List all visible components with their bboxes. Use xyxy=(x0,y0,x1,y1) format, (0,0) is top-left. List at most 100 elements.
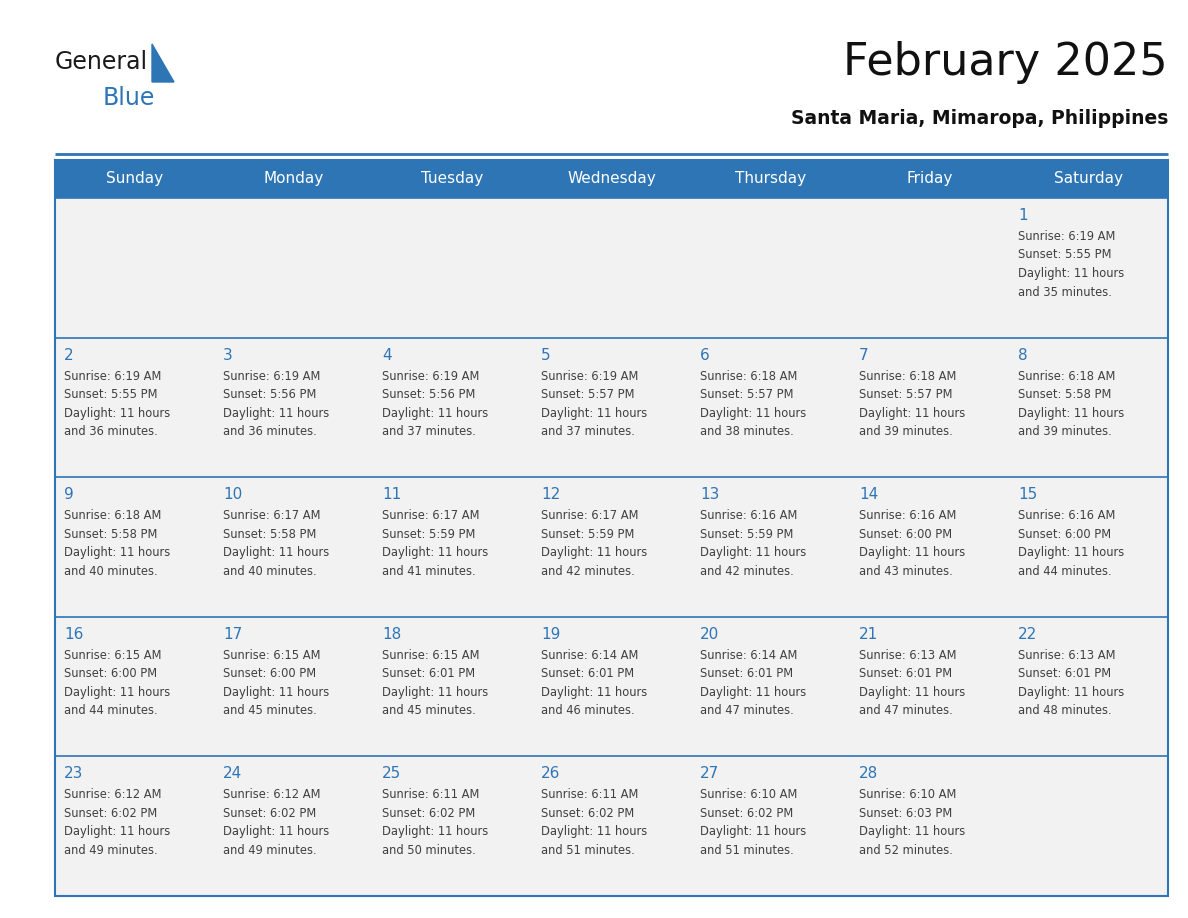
Text: Sunrise: 6:18 AM: Sunrise: 6:18 AM xyxy=(700,370,797,383)
Text: Sunset: 6:01 PM: Sunset: 6:01 PM xyxy=(383,667,475,680)
Text: Sunset: 6:02 PM: Sunset: 6:02 PM xyxy=(64,807,157,820)
Text: Sunset: 5:58 PM: Sunset: 5:58 PM xyxy=(223,528,316,541)
Text: 1: 1 xyxy=(1018,208,1028,223)
Text: Daylight: 11 hours: Daylight: 11 hours xyxy=(1018,546,1124,559)
Text: 19: 19 xyxy=(541,627,561,642)
Text: Sunset: 6:01 PM: Sunset: 6:01 PM xyxy=(700,667,794,680)
Text: 28: 28 xyxy=(859,767,878,781)
Text: Sunrise: 6:17 AM: Sunrise: 6:17 AM xyxy=(541,509,638,522)
Text: and 47 minutes.: and 47 minutes. xyxy=(859,704,953,717)
Text: 2: 2 xyxy=(64,348,74,363)
Text: Sunset: 6:02 PM: Sunset: 6:02 PM xyxy=(223,807,316,820)
Text: 13: 13 xyxy=(700,487,720,502)
Text: and 51 minutes.: and 51 minutes. xyxy=(541,844,634,856)
Text: 20: 20 xyxy=(700,627,719,642)
Text: Tuesday: Tuesday xyxy=(422,172,484,186)
Text: 6: 6 xyxy=(700,348,709,363)
Text: Sunset: 5:59 PM: Sunset: 5:59 PM xyxy=(383,528,475,541)
Text: and 45 minutes.: and 45 minutes. xyxy=(223,704,317,717)
Text: 3: 3 xyxy=(223,348,233,363)
Text: Sunrise: 6:15 AM: Sunrise: 6:15 AM xyxy=(223,649,321,662)
Text: Sunrise: 6:19 AM: Sunrise: 6:19 AM xyxy=(223,370,321,383)
Text: and 51 minutes.: and 51 minutes. xyxy=(700,844,794,856)
Text: Sunrise: 6:14 AM: Sunrise: 6:14 AM xyxy=(700,649,797,662)
Text: February 2025: February 2025 xyxy=(843,40,1168,84)
Text: 10: 10 xyxy=(223,487,242,502)
Polygon shape xyxy=(152,44,173,82)
Text: Sunrise: 6:10 AM: Sunrise: 6:10 AM xyxy=(859,789,956,801)
Text: Sunset: 5:56 PM: Sunset: 5:56 PM xyxy=(223,388,316,401)
Text: Thursday: Thursday xyxy=(735,172,807,186)
Text: Daylight: 11 hours: Daylight: 11 hours xyxy=(541,546,647,559)
Text: Sunrise: 6:10 AM: Sunrise: 6:10 AM xyxy=(700,789,797,801)
Text: Daylight: 11 hours: Daylight: 11 hours xyxy=(1018,686,1124,699)
Text: and 48 minutes.: and 48 minutes. xyxy=(1018,704,1112,717)
Text: Sunrise: 6:19 AM: Sunrise: 6:19 AM xyxy=(1018,230,1116,243)
Text: and 42 minutes.: and 42 minutes. xyxy=(541,565,634,577)
Text: Daylight: 11 hours: Daylight: 11 hours xyxy=(1018,267,1124,280)
Text: 24: 24 xyxy=(223,767,242,781)
Text: Sunrise: 6:16 AM: Sunrise: 6:16 AM xyxy=(700,509,797,522)
Text: 4: 4 xyxy=(383,348,392,363)
Text: Sunset: 6:00 PM: Sunset: 6:00 PM xyxy=(1018,528,1111,541)
Text: Sunrise: 6:19 AM: Sunrise: 6:19 AM xyxy=(541,370,638,383)
Text: Daylight: 11 hours: Daylight: 11 hours xyxy=(223,407,329,420)
Text: and 41 minutes.: and 41 minutes. xyxy=(383,565,475,577)
Text: Sunset: 5:57 PM: Sunset: 5:57 PM xyxy=(541,388,634,401)
Text: Sunset: 6:02 PM: Sunset: 6:02 PM xyxy=(541,807,634,820)
Bar xyxy=(55,160,1168,198)
Text: Daylight: 11 hours: Daylight: 11 hours xyxy=(64,407,170,420)
Text: and 37 minutes.: and 37 minutes. xyxy=(383,425,476,438)
Text: Sunrise: 6:12 AM: Sunrise: 6:12 AM xyxy=(64,789,162,801)
Text: and 35 minutes.: and 35 minutes. xyxy=(1018,285,1112,298)
Text: and 52 minutes.: and 52 minutes. xyxy=(859,844,953,856)
Text: Daylight: 11 hours: Daylight: 11 hours xyxy=(64,546,170,559)
Text: and 47 minutes.: and 47 minutes. xyxy=(700,704,794,717)
Text: Blue: Blue xyxy=(103,86,156,110)
Text: and 44 minutes.: and 44 minutes. xyxy=(64,704,158,717)
Text: and 43 minutes.: and 43 minutes. xyxy=(859,565,953,577)
Text: Sunrise: 6:15 AM: Sunrise: 6:15 AM xyxy=(64,649,162,662)
Text: Wednesday: Wednesday xyxy=(567,172,656,186)
Text: Daylight: 11 hours: Daylight: 11 hours xyxy=(541,825,647,838)
Text: 15: 15 xyxy=(1018,487,1037,502)
Text: Sunrise: 6:15 AM: Sunrise: 6:15 AM xyxy=(383,649,480,662)
Text: Daylight: 11 hours: Daylight: 11 hours xyxy=(1018,407,1124,420)
Text: 11: 11 xyxy=(383,487,402,502)
Text: Sunset: 6:01 PM: Sunset: 6:01 PM xyxy=(541,667,634,680)
Text: Sunset: 5:56 PM: Sunset: 5:56 PM xyxy=(383,388,475,401)
Text: Sunrise: 6:17 AM: Sunrise: 6:17 AM xyxy=(383,509,480,522)
Text: Daylight: 11 hours: Daylight: 11 hours xyxy=(383,546,488,559)
Text: Daylight: 11 hours: Daylight: 11 hours xyxy=(700,407,807,420)
Text: Sunrise: 6:18 AM: Sunrise: 6:18 AM xyxy=(859,370,956,383)
Text: Daylight: 11 hours: Daylight: 11 hours xyxy=(700,686,807,699)
Text: and 36 minutes.: and 36 minutes. xyxy=(64,425,158,438)
Text: Saturday: Saturday xyxy=(1054,172,1123,186)
Text: 25: 25 xyxy=(383,767,402,781)
Text: 8: 8 xyxy=(1018,348,1028,363)
Bar xyxy=(55,338,1168,477)
Text: and 36 minutes.: and 36 minutes. xyxy=(223,425,317,438)
Text: Daylight: 11 hours: Daylight: 11 hours xyxy=(700,825,807,838)
Text: Daylight: 11 hours: Daylight: 11 hours xyxy=(223,546,329,559)
Text: Daylight: 11 hours: Daylight: 11 hours xyxy=(859,825,965,838)
Text: Sunset: 6:00 PM: Sunset: 6:00 PM xyxy=(64,667,157,680)
Text: Daylight: 11 hours: Daylight: 11 hours xyxy=(383,686,488,699)
Text: 18: 18 xyxy=(383,627,402,642)
Text: and 38 minutes.: and 38 minutes. xyxy=(700,425,794,438)
Text: Sunset: 5:58 PM: Sunset: 5:58 PM xyxy=(64,528,157,541)
Bar xyxy=(55,160,1168,896)
Text: 17: 17 xyxy=(223,627,242,642)
Text: and 39 minutes.: and 39 minutes. xyxy=(1018,425,1112,438)
Text: Sunset: 5:59 PM: Sunset: 5:59 PM xyxy=(541,528,634,541)
Text: and 49 minutes.: and 49 minutes. xyxy=(223,844,317,856)
Text: Sunrise: 6:11 AM: Sunrise: 6:11 AM xyxy=(383,789,480,801)
Text: 27: 27 xyxy=(700,767,719,781)
Text: Sunrise: 6:13 AM: Sunrise: 6:13 AM xyxy=(1018,649,1116,662)
Bar xyxy=(55,198,1168,338)
Text: and 44 minutes.: and 44 minutes. xyxy=(1018,565,1112,577)
Text: Sunset: 6:02 PM: Sunset: 6:02 PM xyxy=(700,807,794,820)
Text: and 49 minutes.: and 49 minutes. xyxy=(64,844,158,856)
Text: Sunrise: 6:11 AM: Sunrise: 6:11 AM xyxy=(541,789,638,801)
Text: 22: 22 xyxy=(1018,627,1037,642)
